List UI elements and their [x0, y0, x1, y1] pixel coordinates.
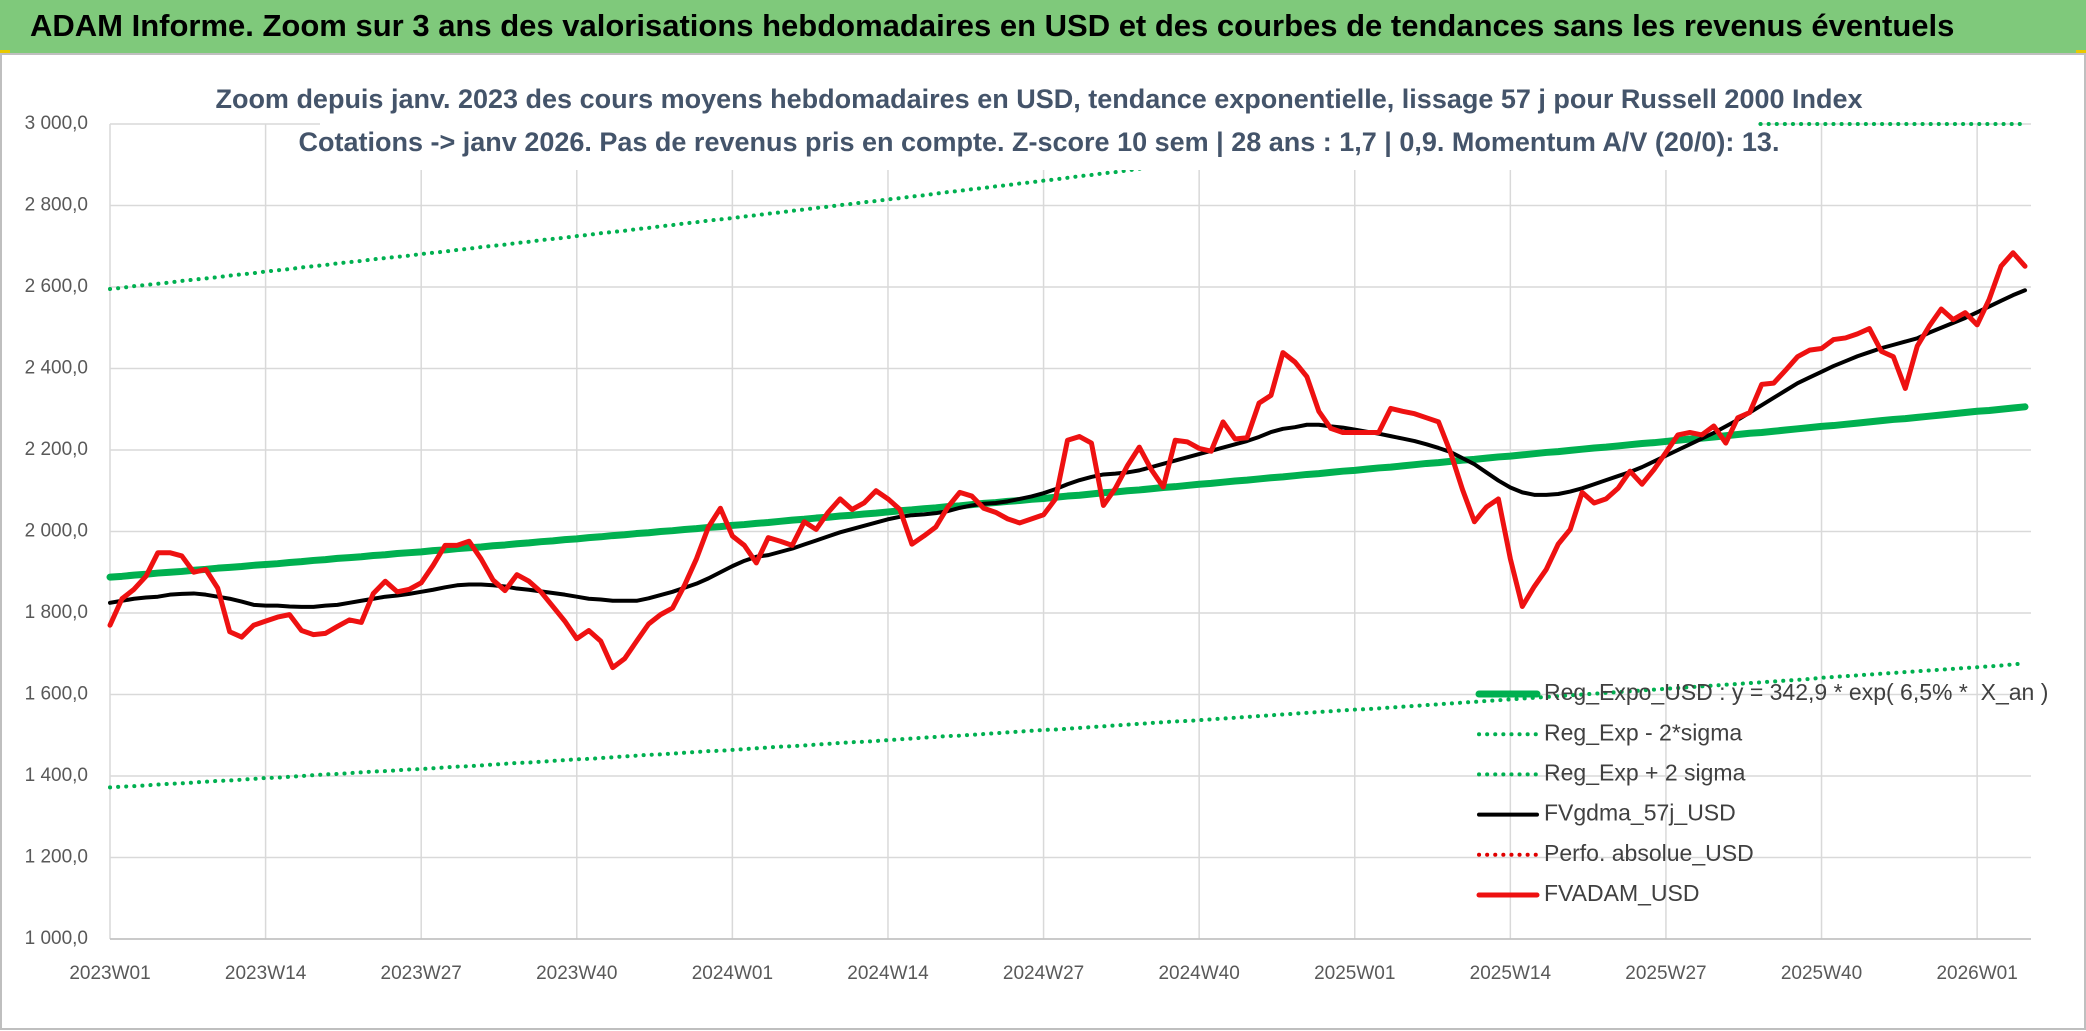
y-tick-label: 2 000,0: [25, 521, 88, 542]
chart-frame: [0, 53, 2086, 1030]
series-line: [107, 250, 2028, 671]
header-band: [0, 0, 2086, 53]
legend-label: Perfo. absolue_USD: [1544, 840, 1754, 866]
corner-accent: [0, 50, 10, 55]
y-tick-label: 2 200,0: [25, 439, 88, 460]
x-tick-label: 2023W14: [225, 963, 307, 984]
legend-label: Reg_Exp + 2 sigma: [1544, 759, 1746, 785]
x-tick-label: 2024W14: [847, 963, 929, 984]
x-tick-label: 2025W14: [1470, 963, 1552, 984]
series-line: [106, 403, 2029, 581]
x-tick-label: 2023W01: [69, 963, 150, 984]
x-tick-label: 2024W27: [1003, 963, 1084, 984]
y-tick-label: 2 400,0: [25, 358, 88, 379]
legend-label: FVADAM_USD: [1544, 880, 1700, 906]
header-title: ADAM Informe. Zoom sur 3 ans des valoris…: [30, 8, 1954, 43]
legend-label: FVgdma_57j_USD: [1544, 800, 1736, 826]
x-tick-label: 2025W01: [1314, 963, 1395, 984]
x-tick-label: 2026W01: [1936, 963, 2017, 984]
x-tick-label: 2023W40: [536, 963, 617, 984]
y-tick-label: 2 800,0: [25, 195, 88, 216]
corner-accent: [2076, 50, 2086, 55]
legend-label: Reg_Expo_USD : y = 342,9 * exp( 6,5% * X…: [1544, 679, 2048, 705]
y-tick-label: 3 000,0: [25, 113, 88, 134]
y-tick-label: 1 000,0: [25, 928, 88, 949]
y-tick-label: 1 400,0: [25, 765, 88, 786]
x-tick-label: 2025W40: [1781, 963, 1862, 984]
y-tick-label: 2 600,0: [25, 276, 88, 297]
x-tick-label: 2023W27: [381, 963, 462, 984]
x-tick-label: 2024W01: [692, 963, 773, 984]
y-tick-label: 1 800,0: [25, 602, 88, 623]
y-tick-label: 1 600,0: [25, 684, 88, 705]
chart-subtitle: Cotations -> janv 2026. Pas de revenus p…: [299, 127, 1780, 157]
series-line: [108, 288, 2027, 609]
chart-title: Zoom depuis janv. 2023 des cours moyens …: [215, 84, 1862, 114]
y-tick-label: 1 200,0: [25, 847, 88, 868]
x-tick-label: 2024W40: [1158, 963, 1239, 984]
title-box: [320, 78, 1758, 170]
legend-label: Reg_Exp - 2*sigma: [1544, 719, 1742, 745]
x-tick-label: 2025W27: [1625, 963, 1706, 984]
